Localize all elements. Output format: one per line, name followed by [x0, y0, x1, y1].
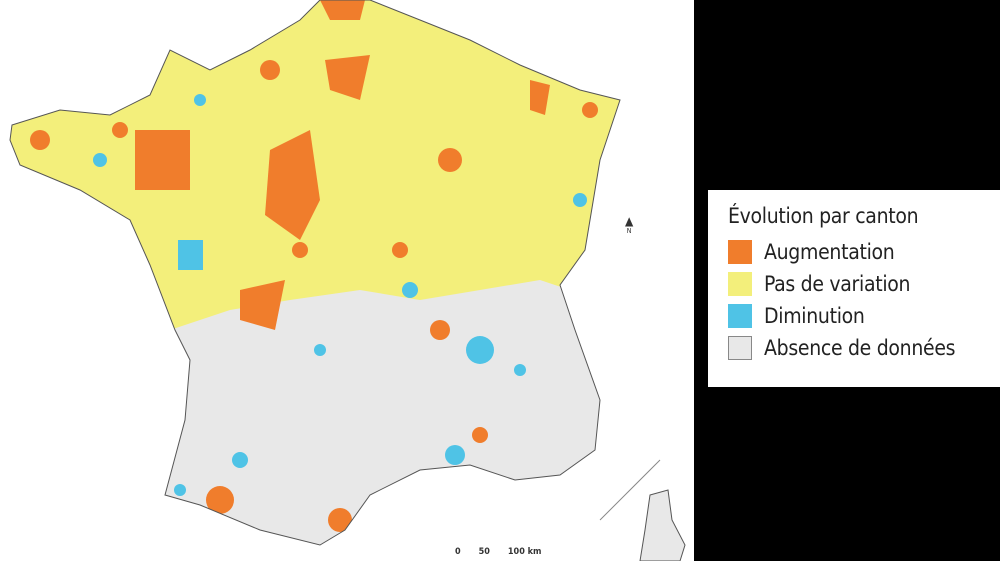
scale-label: 50 — [478, 547, 490, 557]
legend-item-increase: Augmentation — [728, 236, 1000, 268]
scale-label: 0 — [455, 547, 461, 557]
legend-item-no-variation: Pas de variation — [728, 268, 1000, 300]
legend-label: Pas de variation — [764, 272, 911, 296]
legend-swatch — [728, 336, 752, 360]
corsica — [639, 489, 686, 561]
map-panel: ▲ N 0 50 100 km — [0, 0, 694, 561]
legend-swatch — [728, 240, 752, 264]
legend-swatch — [728, 272, 752, 296]
north-arrow: ▲ N — [625, 214, 634, 235]
no-data-region — [150, 280, 620, 545]
legend-label: Augmentation — [764, 240, 895, 264]
france-border — [9, 0, 621, 546]
scale-label: 100 km — [507, 547, 542, 557]
legend-swatch — [728, 304, 752, 328]
legend-title: Évolution par canton — [728, 204, 919, 228]
legend-item-no-data: Absence de données — [728, 332, 1000, 364]
france-canton-map — [9, 0, 686, 561]
legend-label: Diminution — [764, 304, 865, 328]
legend-item-decrease: Diminution — [728, 300, 1000, 332]
decrease-areas — [93, 94, 587, 496]
inset-divider — [599, 459, 661, 521]
scale-bar: 0 50 100 km — [455, 547, 559, 557]
legend: Évolution par canton Augmentation Pas de… — [708, 190, 1000, 387]
legend-label: Absence de données — [764, 336, 956, 360]
north-label: N — [626, 227, 632, 235]
increase-areas — [30, 0, 598, 532]
